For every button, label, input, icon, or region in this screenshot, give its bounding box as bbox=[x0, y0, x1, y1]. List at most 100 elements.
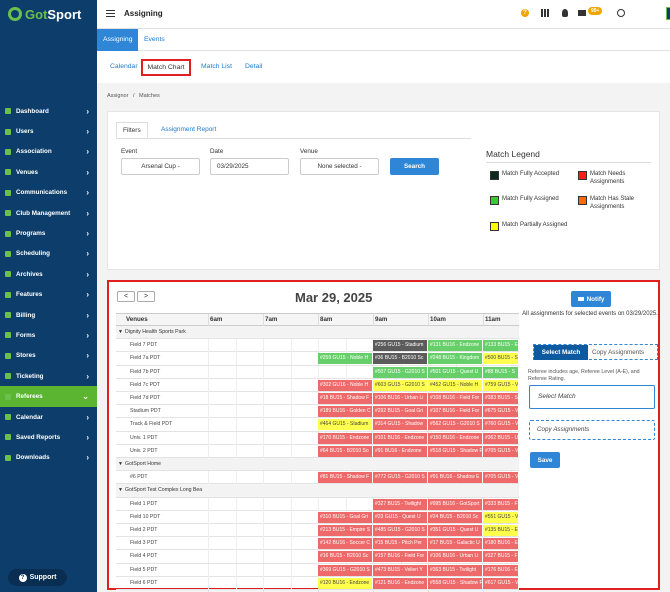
match-block[interactable]: #108 BU16 - Field For bbox=[428, 393, 483, 404]
match-block[interactable]: #551 GU15 - V bbox=[483, 511, 519, 523]
sidebar-item-calendar[interactable]: Calendar › bbox=[0, 407, 97, 427]
sidebar-item-ticketing[interactable]: Ticketing › bbox=[0, 366, 97, 386]
match-block[interactable]: #18 BU15 - Shadow F bbox=[318, 393, 373, 404]
save-button[interactable]: Save bbox=[530, 452, 560, 468]
match-block[interactable]: #302 GU16 - Noble H bbox=[318, 379, 373, 391]
user-icon[interactable] bbox=[562, 9, 568, 17]
sidebar-item-communications[interactable]: Communications › bbox=[0, 183, 97, 203]
collapse-triangle-icon[interactable]: ▼ bbox=[118, 461, 123, 467]
venue-group-row[interactable]: GotSport Test Complex Long Bea ▼ bbox=[116, 484, 519, 498]
match-block[interactable]: #133 BU15 - E bbox=[483, 340, 519, 352]
match-block[interactable]: #180 BU16 - E bbox=[483, 538, 519, 550]
tab-match-list[interactable]: Match List bbox=[201, 63, 232, 70]
match-block[interactable]: #157 BU16 - Field For bbox=[373, 551, 428, 563]
match-block[interactable]: #772 GU15 - G2010 S bbox=[373, 472, 428, 484]
match-block[interactable]: #603 GU15 - G2010 S bbox=[373, 379, 428, 391]
match-block[interactable]: #16 BU15 - B2010 Sc bbox=[318, 551, 373, 563]
match-block[interactable]: #17 BU15 - Galactic U bbox=[428, 538, 483, 550]
tab-calendar[interactable]: Calendar bbox=[110, 63, 138, 70]
notify-button[interactable]: Notify bbox=[571, 291, 611, 307]
tab-assignment-report[interactable]: Assignment Report bbox=[161, 126, 217, 133]
match-block[interactable]: #473 BU15 - Velieri Y bbox=[373, 564, 428, 576]
venue-group-row[interactable]: GotSport Home ▼ bbox=[116, 458, 519, 472]
match-block[interactable]: #351 GU15 - Quest U bbox=[428, 525, 483, 536]
match-block[interactable]: #91 BU16 - Endzone bbox=[373, 445, 428, 457]
match-block[interactable]: #213 BU15 - Empire S bbox=[318, 525, 373, 536]
match-block[interactable]: #558 GU15 - Shadow F bbox=[428, 577, 483, 589]
match-block[interactable]: #314 GU15 - Shadow bbox=[373, 419, 428, 431]
next-day-button[interactable]: > bbox=[137, 291, 155, 302]
help-icon[interactable]: ? bbox=[521, 9, 529, 17]
match-block[interactable]: #327 BU15 - Twilight bbox=[373, 498, 428, 510]
sidebar-item-stores[interactable]: Stores › bbox=[0, 346, 97, 366]
sidebar-item-features[interactable]: Features › bbox=[0, 285, 97, 305]
sidebar-item-archives[interactable]: Archives › bbox=[0, 264, 97, 284]
match-block[interactable]: #759 GU15 - V bbox=[483, 379, 519, 391]
venue-group-row[interactable]: Dignity Health Sports Park ▼ bbox=[116, 326, 519, 340]
match-block[interactable]: #88 BU15 - S bbox=[483, 366, 519, 378]
match-block[interactable]: #292 BU15 - Goal Gri bbox=[373, 406, 428, 418]
match-block[interactable]: #131 BU16 - Endzone bbox=[428, 340, 483, 352]
match-block[interactable]: #617 GU15 - V bbox=[483, 577, 519, 589]
match-block[interactable]: #101 BU16 - Endzone bbox=[373, 432, 428, 444]
match-block[interactable]: #248 BU15 - Kingdom bbox=[428, 353, 483, 365]
match-block[interactable]: #705 GU15 - V bbox=[483, 472, 519, 484]
match-block[interactable]: #189 BU16 - Golden C bbox=[318, 406, 373, 418]
match-block[interactable]: #23 GU15 - Quest U bbox=[373, 511, 428, 523]
sidebar-item-billing[interactable]: Billing › bbox=[0, 305, 97, 325]
match-block[interactable]: #106 BU16 - Urban Li bbox=[428, 551, 483, 563]
sidebar-item-saved-reports[interactable]: Saved Reports › bbox=[0, 427, 97, 447]
tab-detail[interactable]: Detail bbox=[245, 63, 263, 70]
select-match-tab[interactable]: Select Match bbox=[534, 345, 588, 360]
venue-select[interactable]: None selected - bbox=[300, 158, 379, 175]
event-select[interactable]: Arsenal Cup - bbox=[121, 158, 200, 175]
tab-match-chart[interactable]: Match Chart bbox=[141, 59, 191, 76]
match-block[interactable]: #310 BU15 - Goal Gri bbox=[318, 511, 373, 523]
match-block[interactable]: #464 GU15 - Stadium bbox=[318, 419, 373, 431]
hamburger-menu-icon[interactable] bbox=[106, 10, 115, 17]
sidebar-item-association[interactable]: Association › bbox=[0, 142, 97, 162]
match-block[interactable]: #176 BU16 - E bbox=[483, 564, 519, 576]
match-block[interactable]: #363 BU15 - Twilight bbox=[428, 564, 483, 576]
match-block[interactable]: #64 BU15 - B2010 So bbox=[318, 445, 373, 457]
match-block[interactable]: #362 BU15 - U bbox=[483, 432, 519, 444]
select-match-input[interactable]: Select Match bbox=[529, 385, 655, 409]
match-block[interactable]: #24 BU15 - B2010 Sc bbox=[428, 511, 483, 523]
match-block[interactable]: #170 BU15 - Endzone bbox=[318, 432, 373, 444]
match-block[interactable]: #91 BU16 - Shadow E bbox=[428, 472, 483, 484]
tab-filters[interactable]: Filters bbox=[116, 122, 148, 138]
match-block[interactable]: #256 GU15 - Stadium bbox=[373, 340, 428, 352]
sidebar-item-referees[interactable]: Referees ⌄ bbox=[0, 386, 97, 407]
chat-icon[interactable] bbox=[617, 9, 625, 17]
match-block[interactable]: #106 BU16 - Urban Li bbox=[373, 393, 428, 404]
match-block[interactable]: #995 BU16 - GotSport bbox=[428, 498, 483, 510]
match-block[interactable]: #120 BU16 - Endzone bbox=[318, 577, 373, 589]
copy-assignments-tab[interactable]: Copy Assignments bbox=[592, 349, 645, 356]
avatar[interactable] bbox=[666, 7, 670, 20]
match-block[interactable]: #327 BU15 - F bbox=[483, 551, 519, 563]
sidebar-item-users[interactable]: Users › bbox=[0, 121, 97, 141]
match-block[interactable]: #485 GU15 - G2010 S bbox=[373, 525, 428, 536]
sidebar-item-dashboard[interactable]: Dashboard › bbox=[0, 101, 97, 121]
mail-icon[interactable] bbox=[578, 10, 586, 16]
sidebar-item-venues[interactable]: Venues › bbox=[0, 162, 97, 182]
match-block[interactable]: #107 BU16 - Field For bbox=[428, 406, 483, 418]
match-block[interactable]: #501 GU15 - Quest U bbox=[428, 366, 483, 378]
copy-assignments-input[interactable]: Copy Assignments bbox=[529, 420, 655, 440]
match-block[interactable]: #562 GU15 - G2010 S bbox=[428, 419, 483, 431]
breadcrumb-assignor[interactable]: Assignor bbox=[107, 93, 129, 99]
match-block[interactable]: #518 GU15 - Shadow F bbox=[428, 445, 483, 457]
match-block[interactable]: #500 BU15 - S bbox=[483, 353, 519, 365]
collapse-triangle-icon[interactable]: ▼ bbox=[118, 329, 123, 335]
sidebar-item-downloads[interactable]: Downloads › bbox=[0, 448, 97, 468]
match-block[interactable]: #452 GU15 - Noble H bbox=[428, 379, 483, 391]
sidebar-item-forms[interactable]: Forms › bbox=[0, 325, 97, 345]
match-block[interactable]: #121 BU16 - Endzone bbox=[373, 577, 428, 589]
match-block[interactable]: #383 BU15 - S bbox=[483, 393, 519, 404]
support-button[interactable]: ? Support bbox=[8, 569, 67, 586]
match-block[interactable]: #705 GU15 - V bbox=[483, 445, 519, 457]
sidebar-item-scheduling[interactable]: Scheduling › bbox=[0, 244, 97, 264]
match-block[interactable]: #142 BU16 - Soccer C bbox=[318, 538, 373, 550]
match-block[interactable]: #135 BU15 - E bbox=[483, 525, 519, 536]
tab-events[interactable]: Events bbox=[144, 36, 165, 43]
